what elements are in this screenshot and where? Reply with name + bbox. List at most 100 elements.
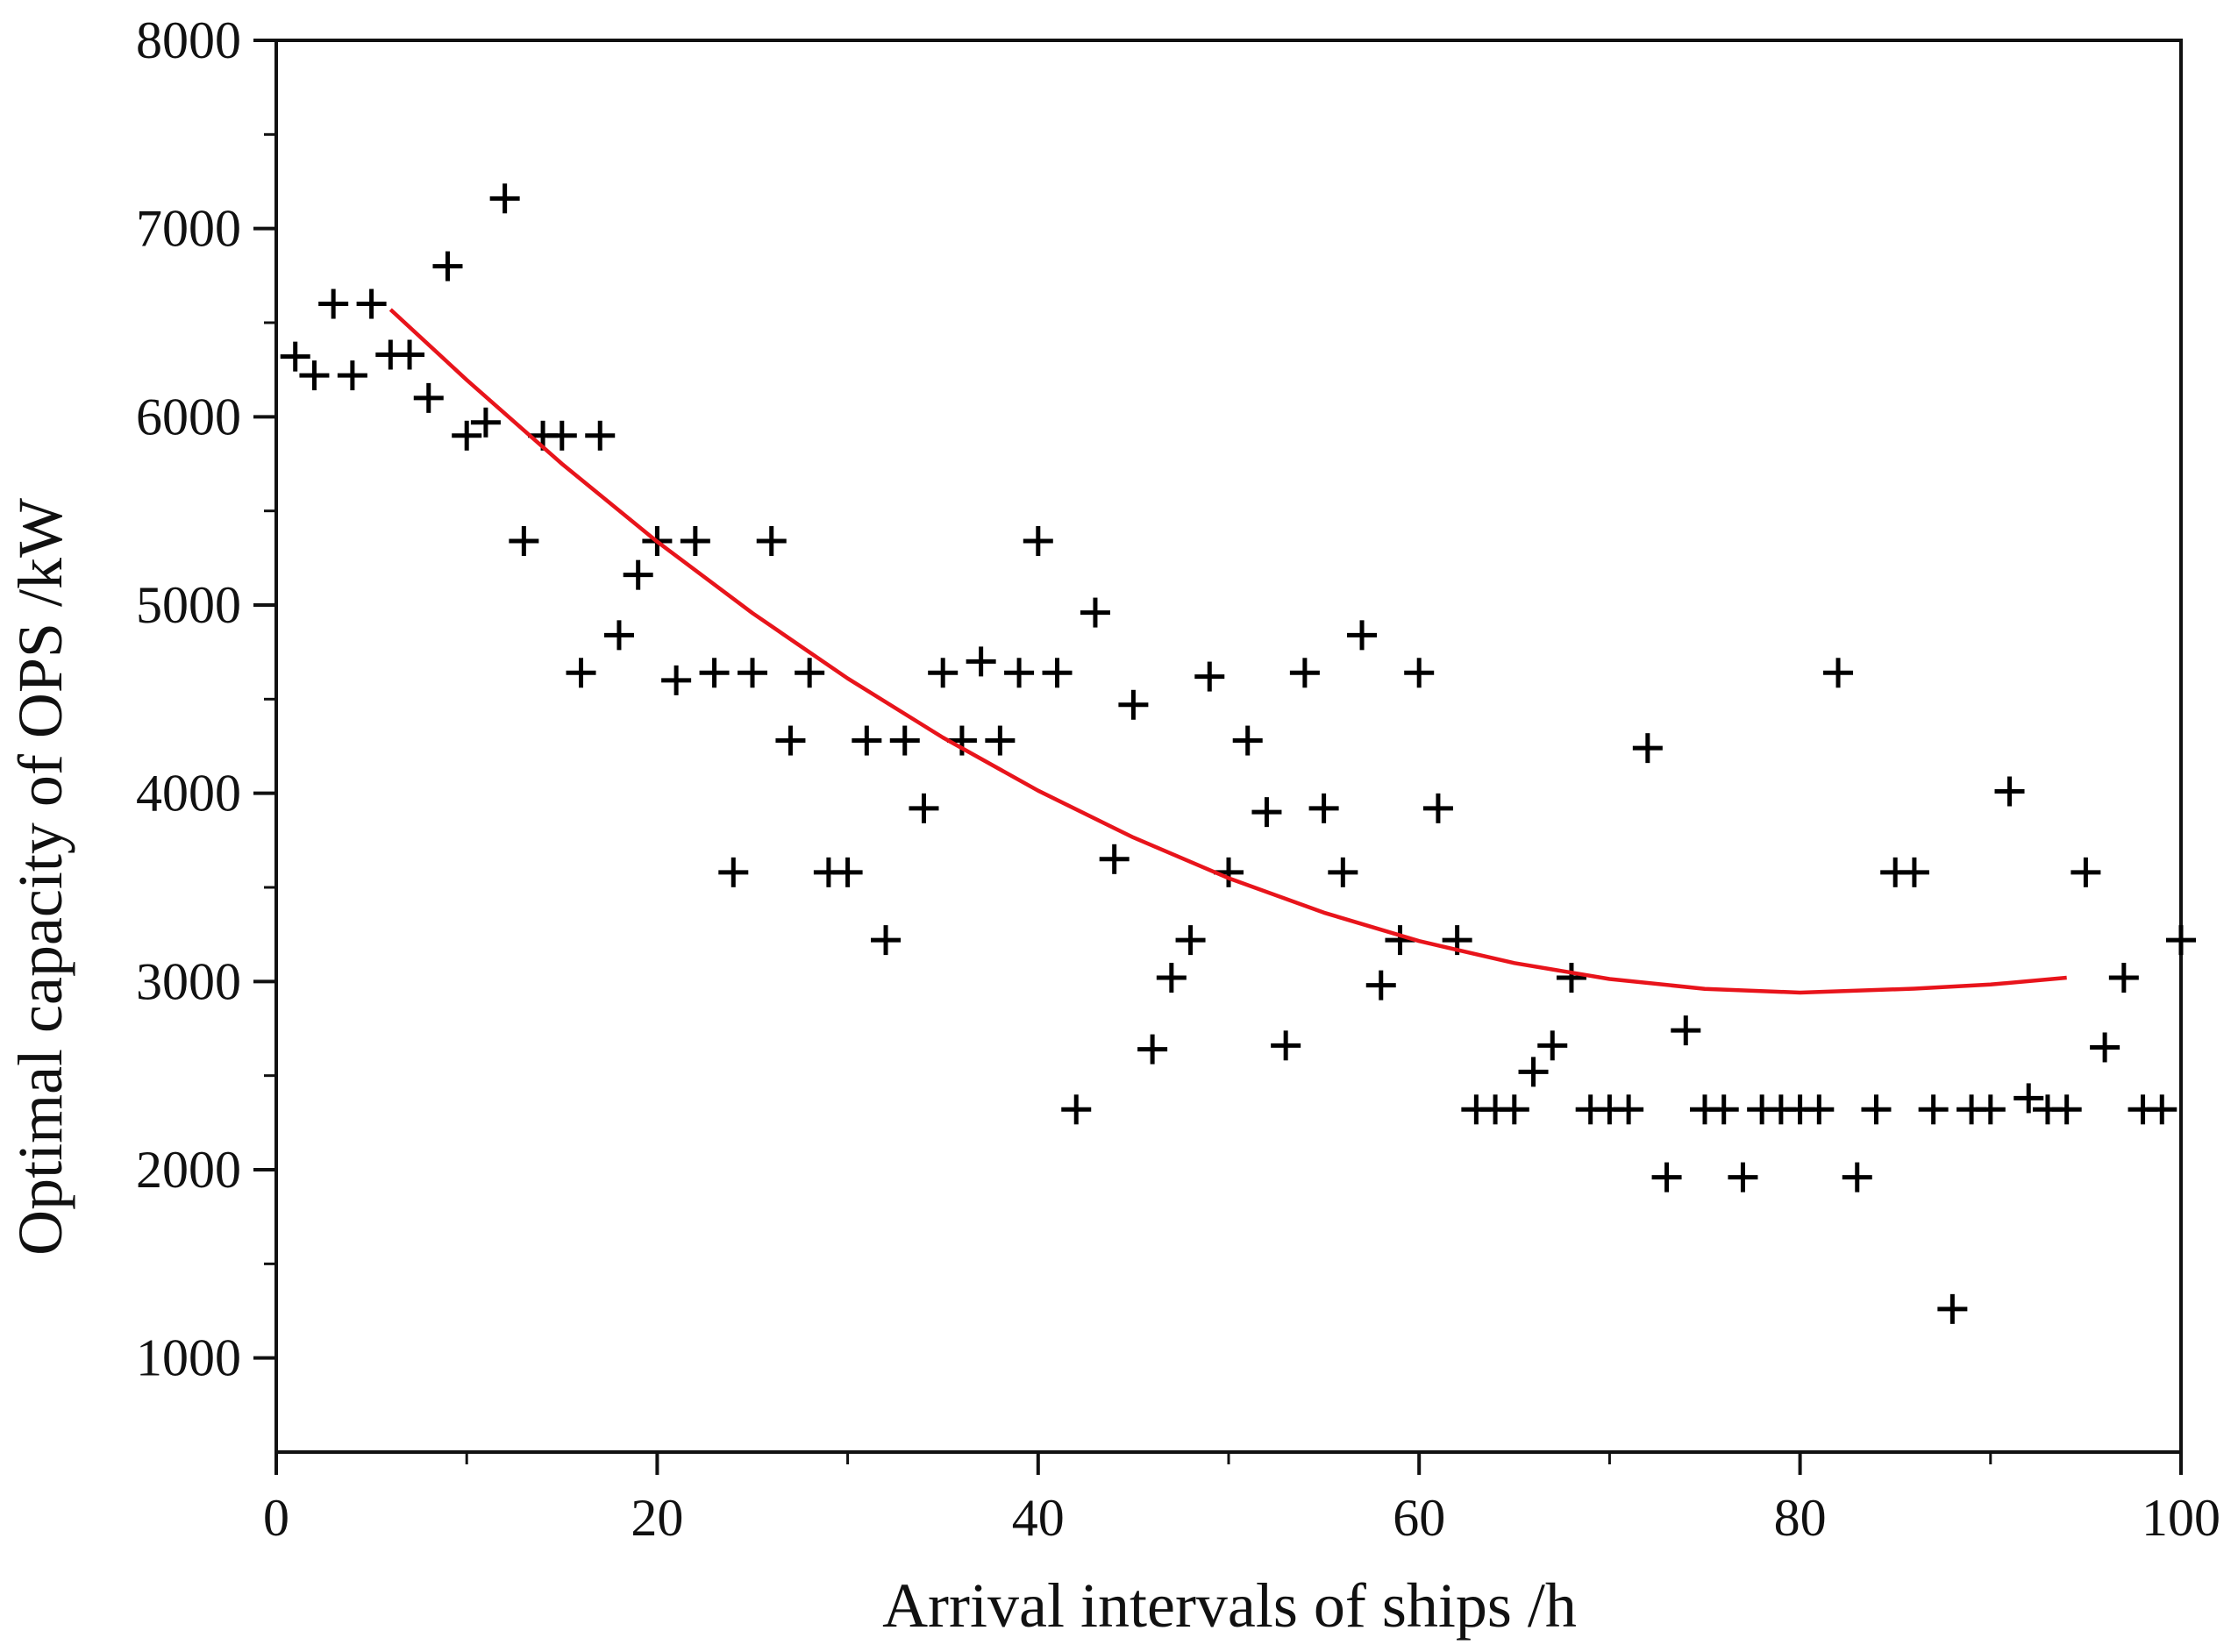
y-tick-label: 7000	[136, 200, 241, 258]
data-point	[509, 526, 539, 557]
data-point	[1404, 658, 1435, 688]
data-point	[1080, 597, 1110, 628]
data-point	[1289, 658, 1320, 688]
x-axis-title: Arrival intervals of ships /h	[882, 1570, 1577, 1641]
data-point	[623, 559, 653, 590]
data-point	[318, 288, 349, 319]
data-point	[2166, 925, 2196, 956]
data-point	[738, 658, 767, 688]
fitted-curve-group	[388, 308, 2067, 995]
data-point	[1899, 857, 1929, 887]
data-point	[1156, 963, 1187, 993]
y-tick-label: 5000	[136, 576, 241, 634]
data-point	[546, 420, 577, 451]
data-point	[1861, 1094, 1892, 1125]
x-tick-label: 80	[1774, 1489, 1827, 1547]
y-tick-label: 3000	[136, 952, 241, 1010]
data-point	[1175, 925, 1206, 956]
data-point	[966, 646, 996, 677]
data-point	[1347, 620, 1378, 651]
data-point	[1708, 1094, 1739, 1125]
data-point	[1937, 1293, 1968, 1324]
x-tick-label: 0	[263, 1489, 289, 1547]
scatter-points	[280, 183, 2196, 1324]
data-point	[661, 665, 692, 695]
data-point	[928, 658, 959, 688]
y-tick-label: 8000	[136, 11, 241, 69]
data-point	[1499, 1094, 1529, 1125]
data-point	[585, 420, 616, 451]
data-point	[395, 339, 425, 370]
data-point	[871, 925, 902, 956]
data-point	[337, 360, 367, 391]
y-tick-label: 1000	[136, 1329, 241, 1387]
x-tick-label: 40	[1012, 1489, 1065, 1547]
data-point	[452, 420, 482, 451]
data-point	[470, 407, 501, 438]
y-axis-title: Optimal capacity of OPS /kW	[5, 498, 75, 1256]
y-tick-label: 6000	[136, 388, 241, 445]
data-point	[2108, 963, 2139, 993]
data-point	[1328, 857, 1358, 887]
data-point	[1556, 963, 1586, 993]
data-point	[1118, 689, 1149, 720]
data-point	[852, 725, 882, 756]
data-point	[1308, 793, 1339, 823]
data-point	[1271, 1030, 1301, 1061]
data-point	[1632, 733, 1663, 764]
data-point	[2071, 857, 2101, 887]
data-point	[1023, 526, 1053, 557]
data-point	[985, 725, 1016, 756]
data-point	[756, 526, 787, 557]
data-point	[909, 793, 939, 823]
y-tick-label: 2000	[136, 1141, 241, 1199]
data-point	[1842, 1162, 1872, 1193]
data-point	[1728, 1162, 1758, 1193]
data-point	[1061, 1094, 1092, 1125]
data-point	[1918, 1094, 1949, 1125]
tick-marks	[253, 39, 2183, 1475]
data-point	[2051, 1094, 2082, 1125]
data-point	[680, 526, 710, 557]
data-point	[280, 341, 310, 372]
data-point	[299, 360, 330, 391]
data-point	[1537, 1030, 1568, 1061]
data-point	[413, 382, 444, 413]
data-point	[603, 620, 634, 651]
data-point	[1099, 844, 1130, 874]
data-point	[775, 725, 806, 756]
data-point	[489, 183, 520, 214]
data-point	[432, 251, 463, 281]
data-point	[566, 658, 596, 688]
data-point	[1365, 970, 1396, 1000]
axes	[274, 39, 2183, 1454]
data-point	[1994, 776, 2025, 807]
data-point	[2090, 1032, 2120, 1063]
data-point	[2147, 1094, 2177, 1125]
data-point	[1004, 658, 1035, 688]
data-point	[356, 288, 387, 319]
data-point	[889, 725, 920, 756]
data-point	[1614, 1094, 1644, 1125]
data-point	[1251, 797, 1282, 828]
data-point	[699, 658, 730, 688]
y-tick-label: 4000	[136, 765, 241, 822]
x-tick-label: 100	[2142, 1489, 2220, 1547]
x-tick-label: 60	[1393, 1489, 1445, 1547]
data-point	[1975, 1094, 2006, 1125]
data-point	[1671, 1015, 1701, 1046]
data-point	[1518, 1057, 1549, 1087]
data-point	[1651, 1162, 1682, 1193]
fitted-curve	[388, 308, 2067, 995]
data-point	[1823, 658, 1854, 688]
data-point	[1804, 1094, 1835, 1125]
data-point	[2013, 1083, 2044, 1114]
data-point	[1422, 793, 1453, 823]
data-point	[795, 658, 825, 688]
data-point	[1194, 661, 1225, 692]
data-point	[718, 857, 749, 887]
tick-labels: 0 20 40 60 80 100 1000 2000 3000 4000 5000 6000 7000…	[136, 11, 2220, 1547]
x-tick-label: 20	[631, 1489, 683, 1547]
data-point	[1042, 658, 1073, 688]
